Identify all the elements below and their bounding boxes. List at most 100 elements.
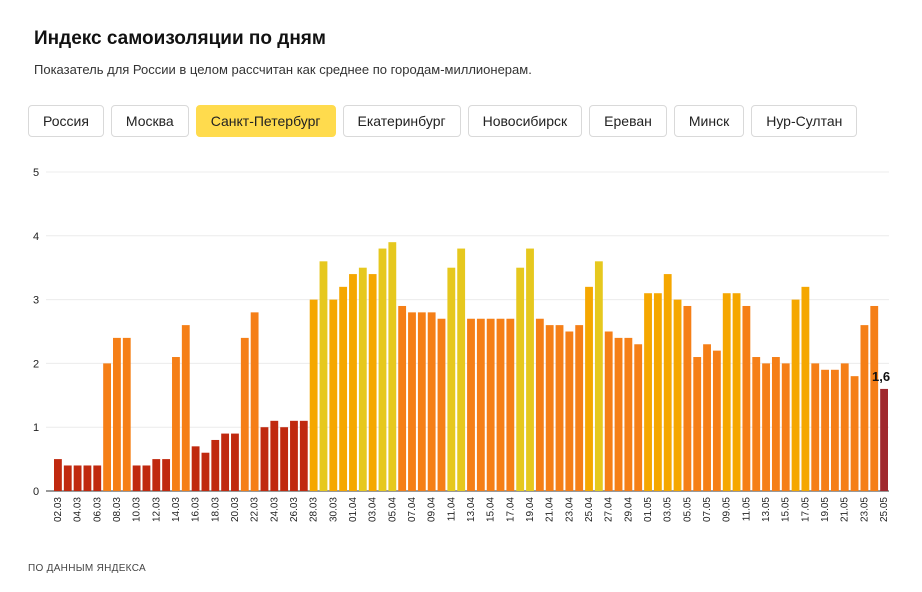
y-tick-label: 5	[33, 167, 39, 179]
x-tick-label: 13.04	[466, 497, 477, 522]
bar	[329, 299, 338, 491]
bar	[594, 261, 603, 491]
bar	[732, 293, 741, 491]
tab-novosibirsk[interactable]: Новосибирск	[467, 105, 583, 137]
bar	[388, 242, 397, 491]
y-tick-label: 2	[33, 358, 39, 370]
bar	[840, 363, 849, 491]
bar	[299, 420, 308, 491]
bar	[850, 376, 859, 491]
bar	[280, 427, 289, 491]
x-tick-label: 19.04	[525, 497, 536, 522]
bar	[762, 363, 770, 491]
x-tick-label: 19.05	[820, 497, 831, 522]
bar	[545, 325, 554, 491]
bar	[358, 267, 367, 491]
x-tick-label: 27.04	[604, 497, 615, 522]
tab-saint-petersburg[interactable]: Санкт-Петербург	[195, 105, 336, 137]
bar	[63, 465, 72, 491]
bar	[575, 325, 584, 491]
x-tick-label: 15.04	[486, 497, 497, 522]
bar	[604, 331, 613, 491]
bar	[860, 325, 869, 491]
bar	[83, 465, 92, 491]
bar	[535, 318, 544, 491]
bar	[771, 357, 780, 491]
bar	[437, 318, 446, 491]
bar	[290, 420, 298, 491]
x-tick-label: 04.03	[73, 497, 84, 522]
bar	[634, 344, 643, 491]
bar	[113, 337, 121, 491]
bar	[821, 369, 829, 491]
bar	[417, 312, 426, 491]
x-tick-label: 05.05	[682, 497, 693, 522]
bar	[801, 286, 810, 491]
bar	[93, 465, 102, 491]
tab-minsk[interactable]: Минск	[673, 105, 745, 137]
bar	[624, 337, 633, 491]
x-tick-label: 25.05	[879, 497, 890, 522]
bar	[467, 318, 475, 491]
bar	[653, 293, 662, 491]
x-tick-label: 30.03	[328, 497, 339, 522]
x-tick-label: 05.04	[387, 497, 398, 522]
x-tick-label: 18.03	[210, 497, 221, 522]
bar	[506, 318, 515, 491]
x-tick-label: 16.03	[191, 497, 202, 522]
x-tick-label: 07.04	[407, 497, 418, 522]
x-tick-label: 10.03	[132, 497, 143, 522]
tab-yerevan[interactable]: Ереван	[589, 105, 667, 137]
bar	[260, 427, 269, 491]
bar	[457, 248, 466, 491]
x-tick-label: 15.05	[781, 497, 792, 522]
bar	[349, 274, 357, 491]
x-tick-label: 14.03	[171, 497, 182, 522]
x-tick-label: 03.04	[368, 497, 379, 522]
x-tick-label: 21.05	[840, 497, 851, 522]
bar	[319, 261, 328, 491]
bar	[693, 357, 702, 491]
bar	[555, 325, 564, 491]
x-tick-label: 26.03	[289, 497, 300, 522]
bar	[447, 267, 456, 491]
bar	[270, 420, 279, 491]
page-title: Индекс самоизоляции по дням	[34, 28, 326, 49]
bar	[673, 299, 682, 491]
bar	[644, 293, 652, 491]
x-tick-label: 08.03	[112, 497, 123, 522]
x-tick-label: 13.05	[761, 497, 772, 522]
bar	[309, 299, 318, 491]
bar	[103, 363, 112, 491]
bar	[181, 325, 190, 491]
x-tick-label: 25.04	[584, 497, 595, 522]
tab-yekaterinburg[interactable]: Екатеринбург	[342, 105, 461, 137]
bar	[722, 293, 731, 491]
tab-nur-sultan[interactable]: Нур-Султан	[751, 105, 858, 137]
bar	[152, 459, 161, 491]
bar	[398, 305, 407, 491]
x-tick-label: 07.05	[702, 497, 713, 522]
x-tick-label: 11.05	[741, 497, 752, 522]
bar	[476, 318, 485, 491]
bar	[240, 337, 249, 491]
bar	[791, 299, 800, 491]
x-tick-label: 21.04	[545, 497, 556, 522]
y-tick-label: 0	[33, 486, 39, 498]
bar	[880, 388, 888, 491]
x-tick-label: 01.05	[643, 497, 654, 522]
bar	[585, 286, 593, 491]
bar	[191, 446, 200, 491]
tab-moscow[interactable]: Москва	[110, 105, 189, 137]
bar	[870, 305, 879, 491]
x-tick-label: 17.05	[800, 497, 811, 522]
x-tick-label: 09.05	[722, 497, 733, 522]
x-tick-label: 12.03	[151, 497, 162, 522]
x-tick-label: 28.03	[309, 497, 320, 522]
bar	[211, 439, 220, 491]
x-tick-label: 09.04	[427, 497, 438, 522]
x-tick-label: 02.03	[53, 497, 64, 522]
bar	[496, 318, 505, 491]
tab-russia[interactable]: Россия	[28, 105, 104, 137]
